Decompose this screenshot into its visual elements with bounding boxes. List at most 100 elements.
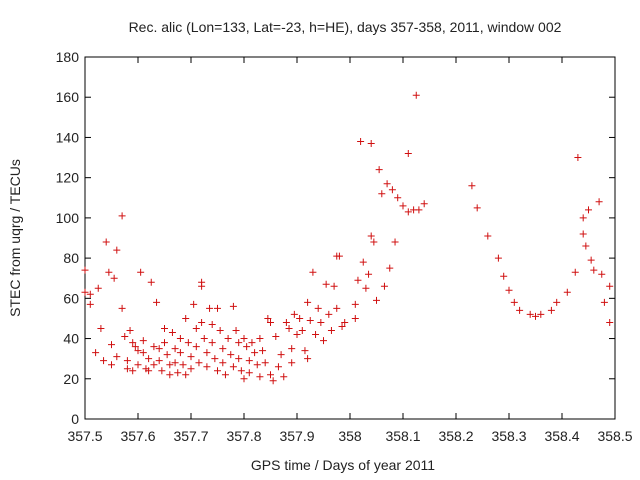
- data-point: [500, 272, 508, 280]
- data-point: [203, 363, 211, 371]
- data-point: [582, 242, 590, 250]
- data-point: [147, 278, 155, 286]
- x-tick-label: 357.6: [120, 428, 155, 444]
- data-point: [134, 361, 142, 369]
- data-point: [166, 361, 174, 369]
- data-point: [579, 214, 587, 222]
- data-point: [391, 238, 399, 246]
- data-point: [351, 314, 359, 322]
- data-point: [516, 306, 524, 314]
- data-point: [320, 337, 327, 345]
- data-point: [309, 268, 317, 276]
- data-point: [245, 369, 253, 377]
- data-point: [214, 304, 221, 312]
- data-point: [81, 288, 89, 296]
- x-tick-label: 358.2: [438, 428, 473, 444]
- data-point: [137, 268, 145, 276]
- data-point: [92, 349, 100, 357]
- data-point: [370, 238, 378, 246]
- y-tick-label: 20: [63, 371, 79, 387]
- chart-title: Rec. alic (Lon=133, Lat=-23, h=HE), days…: [129, 19, 562, 35]
- data-point: [121, 333, 129, 341]
- data-point: [94, 284, 102, 292]
- data-point: [590, 266, 598, 274]
- data-point: [505, 286, 513, 294]
- data-point: [198, 282, 206, 290]
- data-point: [171, 359, 179, 367]
- data-point: [118, 304, 126, 312]
- data-point: [100, 357, 108, 365]
- data-point: [293, 331, 301, 339]
- data-point: [317, 318, 325, 326]
- data-point: [176, 335, 184, 343]
- y-tick-label: 140: [56, 129, 80, 145]
- data-point: [190, 300, 198, 308]
- y-tick-label: 100: [56, 210, 80, 226]
- data-point: [301, 347, 309, 355]
- x-tick-label: 357.5: [67, 428, 102, 444]
- data-point: [296, 314, 304, 322]
- data-point: [150, 343, 158, 351]
- data-point: [110, 274, 118, 282]
- x-axis: 357.5 357.6 357.7 357.8 357.9 358 358.1 358.2 35…: [67, 57, 633, 444]
- data-point: [598, 270, 606, 278]
- data-point: [314, 304, 322, 312]
- data-point: [134, 347, 142, 355]
- data-point: [113, 246, 121, 254]
- data-point: [240, 375, 248, 383]
- y-tick-label: 160: [56, 89, 80, 105]
- x-tick-label: 357.8: [226, 428, 261, 444]
- data-point: [214, 367, 221, 375]
- data-point: [420, 200, 428, 208]
- data-point: [367, 139, 375, 147]
- plot-area-frame: [84, 56, 616, 420]
- data-point: [537, 310, 545, 318]
- data-point: [362, 284, 370, 292]
- data-point: [571, 268, 579, 276]
- data-point: [494, 254, 502, 262]
- y-tick-label: 120: [56, 170, 80, 186]
- data-point: [129, 367, 137, 375]
- data-point: [155, 357, 163, 365]
- data-point: [264, 314, 272, 322]
- data-point: [322, 280, 330, 288]
- data-point: [412, 91, 420, 99]
- data-point: [606, 282, 614, 290]
- data-point: [325, 310, 333, 318]
- data-point: [163, 351, 171, 359]
- data-point: [365, 270, 373, 278]
- data-point: [224, 335, 232, 343]
- data-point: [290, 310, 298, 318]
- data-point: [285, 325, 293, 332]
- data-point: [105, 268, 113, 276]
- data-point: [200, 335, 208, 343]
- data-point: [585, 206, 592, 214]
- data-point: [327, 327, 335, 335]
- data-point: [341, 318, 349, 326]
- data-point: [235, 355, 243, 363]
- data-point: [274, 363, 282, 371]
- data-point: [208, 320, 216, 328]
- data-point: [267, 371, 274, 379]
- data-point: [359, 258, 367, 266]
- data-point: [126, 327, 134, 335]
- data-point: [269, 377, 277, 385]
- data-point: [198, 318, 206, 326]
- data-point: [240, 335, 248, 343]
- data-point: [335, 252, 343, 260]
- data-point: [235, 339, 243, 347]
- data-point: [216, 327, 224, 335]
- data-point: [547, 306, 555, 314]
- data-point: [380, 282, 388, 290]
- data-point: [123, 365, 131, 373]
- data-point: [256, 373, 264, 381]
- data-point: [280, 373, 288, 381]
- data-point: [229, 363, 237, 371]
- x-tick-label: 357.9: [279, 428, 314, 444]
- data-point: [150, 361, 158, 369]
- data-point: [192, 325, 200, 332]
- data-point: [333, 304, 341, 312]
- data-point: [357, 137, 365, 145]
- data-point: [526, 310, 534, 318]
- data-point: [351, 300, 359, 308]
